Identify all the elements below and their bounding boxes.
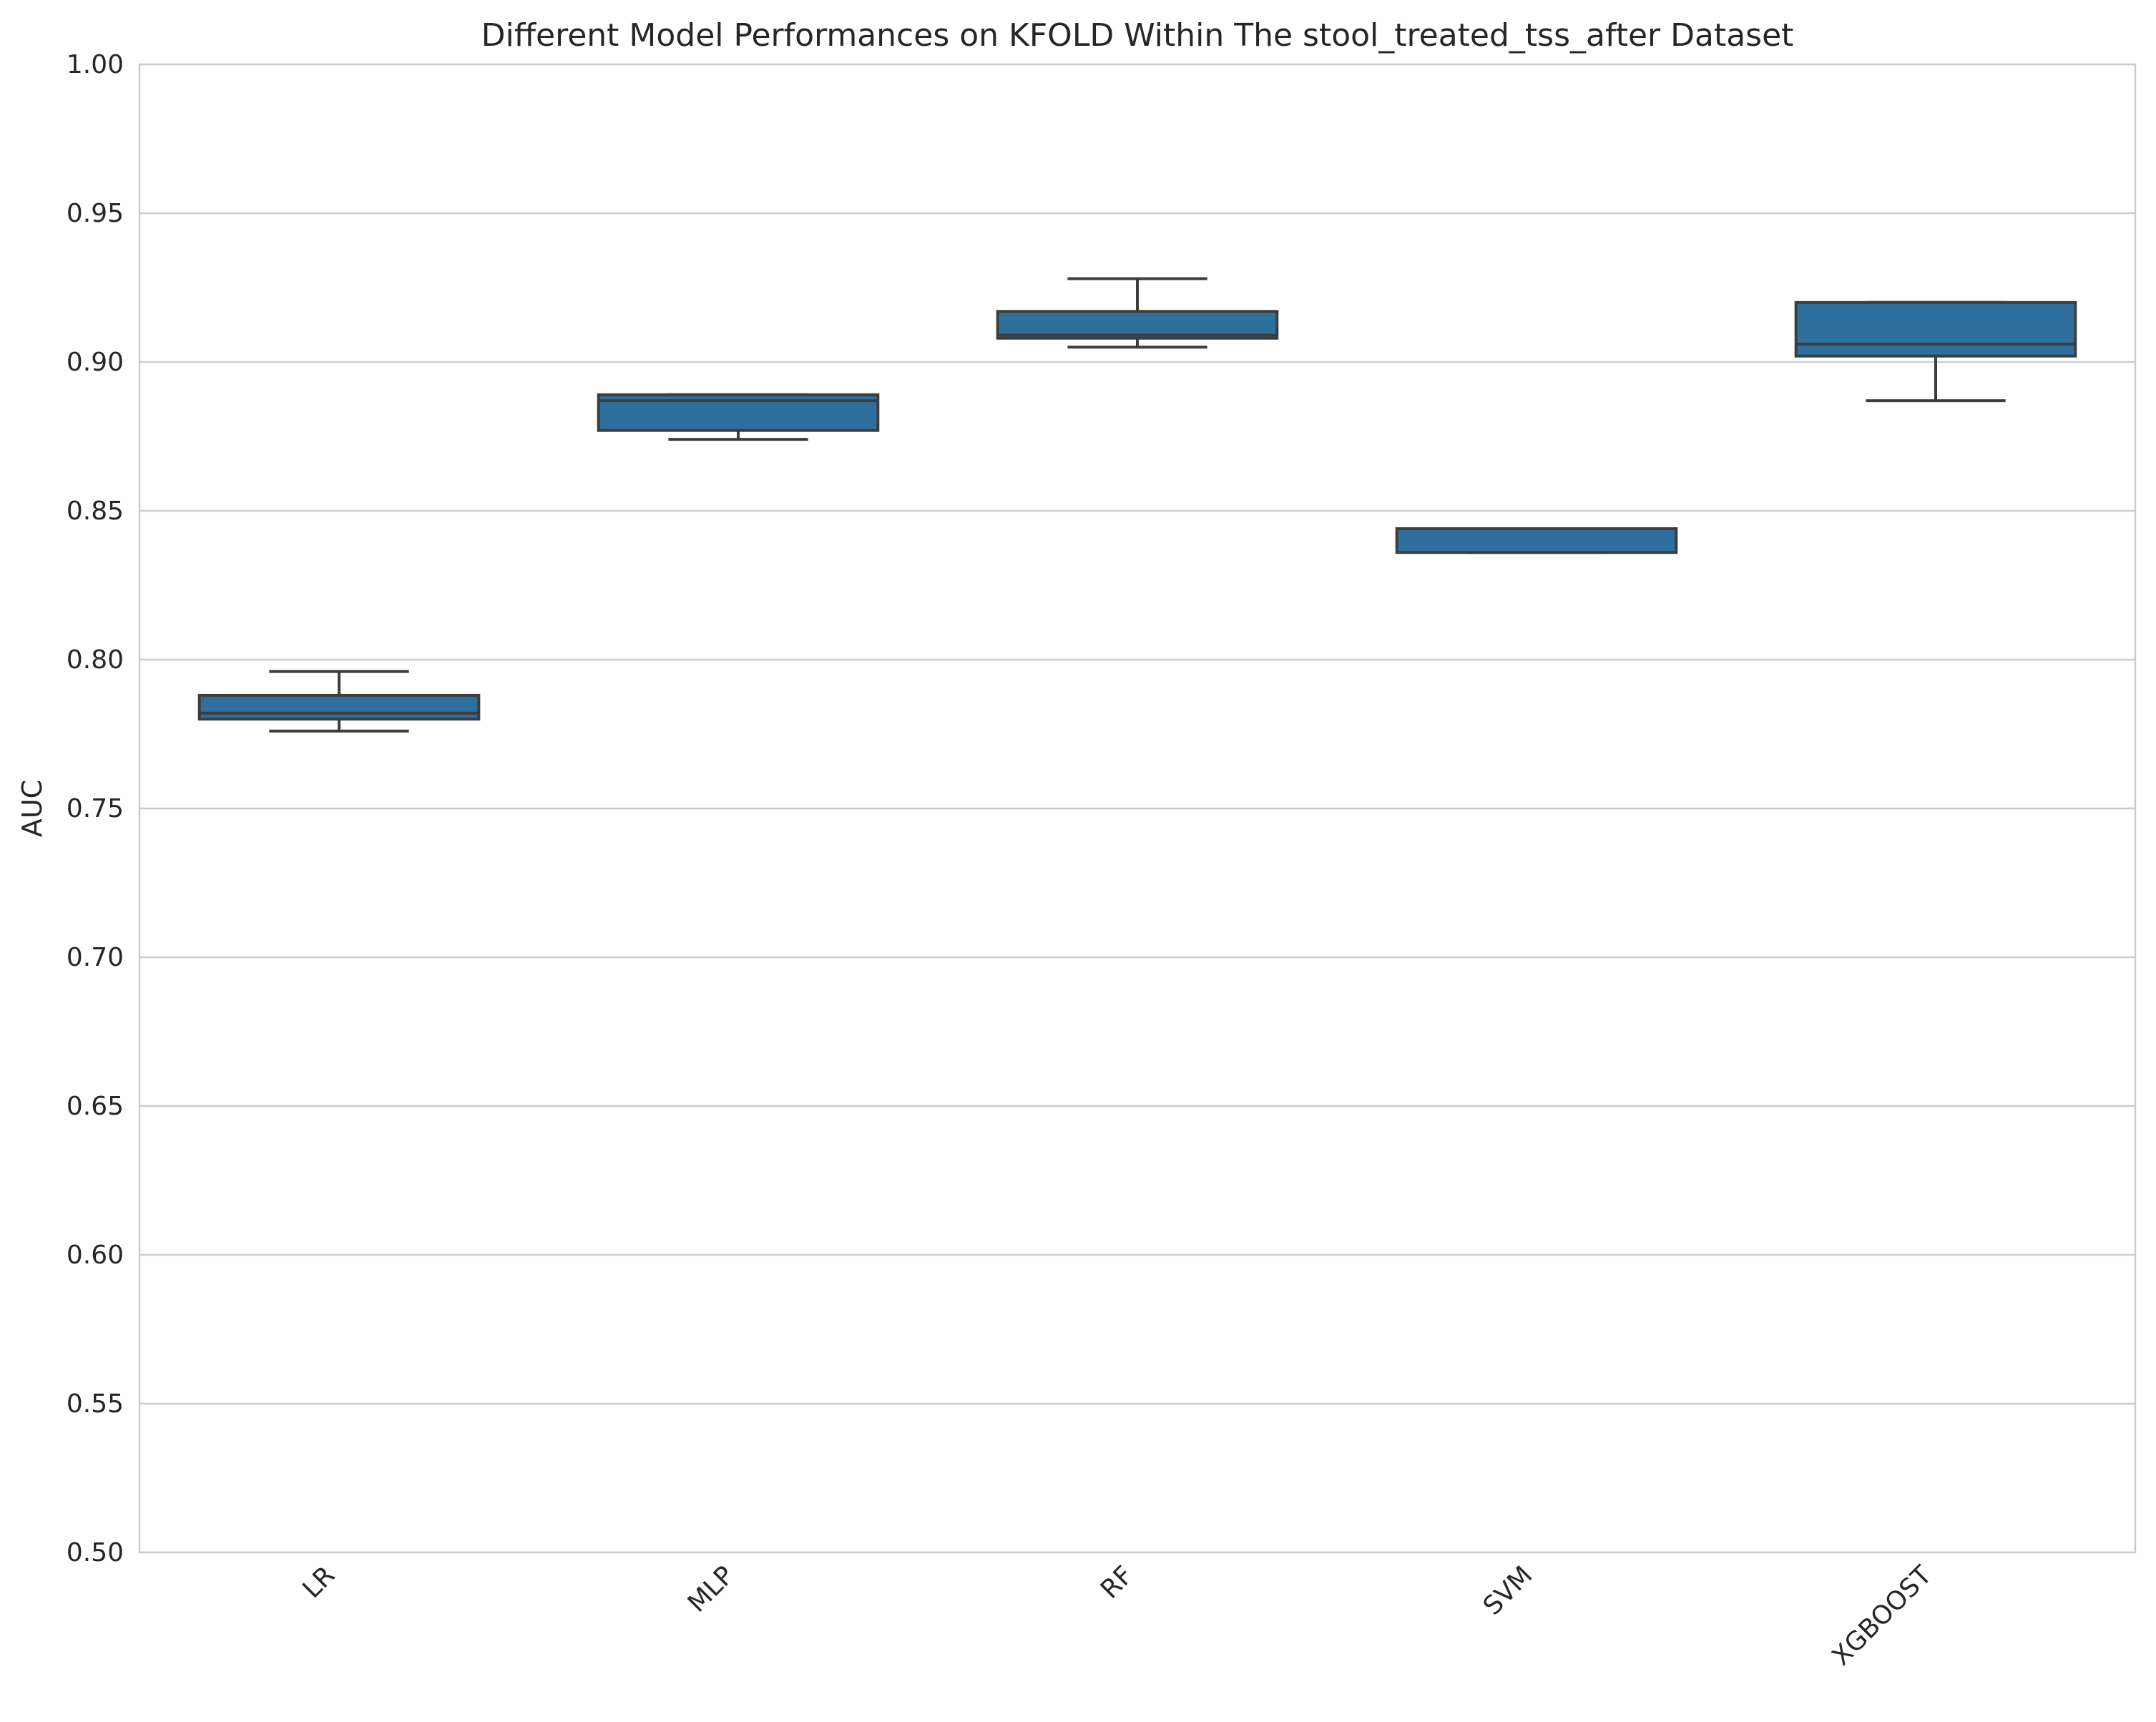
y-tick-label: 0.50 xyxy=(67,1538,124,1567)
y-tick-label: 0.80 xyxy=(67,645,124,675)
y-tick-label: 0.70 xyxy=(67,943,124,972)
box-xgboost xyxy=(1794,300,2077,403)
y-axis-label: AUC xyxy=(16,780,48,837)
y-tick-label: 0.75 xyxy=(67,794,124,823)
y-axis-ticks: 0.50 0.55 0.60 0.65 0.70 0.75 0.80 0.85 0.90 0.95… xyxy=(67,50,124,1567)
y-tick-label: 0.85 xyxy=(67,496,124,526)
boxes xyxy=(197,277,2077,733)
y-tick-label: 0.60 xyxy=(67,1241,124,1270)
box-lr xyxy=(197,670,481,733)
y-tick-label: 1.00 xyxy=(67,50,124,79)
box-svm xyxy=(1395,527,1678,554)
y-tick-label: 0.65 xyxy=(67,1092,124,1121)
plot-frame xyxy=(138,63,2137,1554)
iqr-box xyxy=(1395,527,1678,554)
box-rf xyxy=(996,277,1279,349)
box-mlp xyxy=(597,393,880,441)
iqr-box xyxy=(996,310,1279,340)
chart-title: Different Model Performances on KFOLD Wi… xyxy=(481,17,1794,54)
iqr-box xyxy=(197,693,481,721)
y-tick-label: 0.55 xyxy=(67,1389,124,1419)
iqr-box xyxy=(1794,300,2077,358)
y-tick-label: 0.95 xyxy=(67,199,124,228)
y-tick-label: 0.90 xyxy=(67,348,124,377)
